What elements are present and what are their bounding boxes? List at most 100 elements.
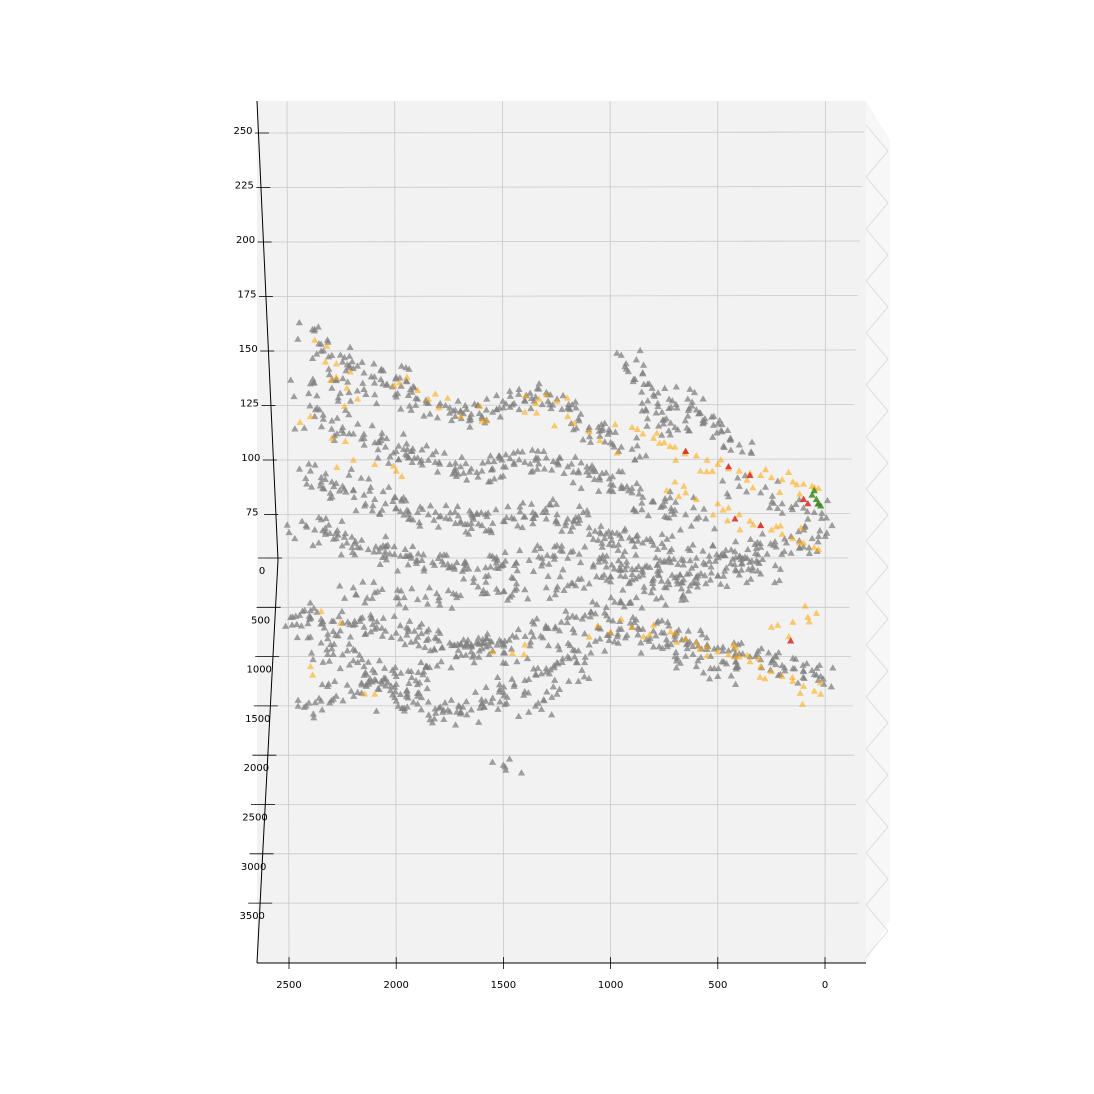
data-point (486, 563, 495, 570)
data-point (705, 675, 714, 682)
data-point (341, 406, 350, 413)
data-point (313, 404, 321, 411)
data-point (418, 461, 426, 468)
data-point (506, 403, 514, 410)
data-point (317, 473, 325, 481)
data-point (564, 582, 572, 589)
data-point (517, 769, 526, 776)
data-point (570, 517, 578, 525)
data-point (346, 397, 355, 404)
data-point (496, 413, 504, 420)
data-point (524, 595, 532, 602)
data-point (431, 458, 439, 465)
data-point (482, 564, 490, 571)
data-point (717, 426, 725, 434)
data-point (322, 470, 330, 477)
data-point (437, 657, 445, 665)
data-point (395, 379, 403, 386)
data-point (639, 493, 647, 500)
data-point (668, 545, 676, 552)
side-grid-line (865, 150, 889, 178)
data-point (686, 569, 694, 576)
data-point (397, 405, 405, 412)
data-point (535, 460, 543, 467)
side-grid-line (865, 410, 889, 438)
data-point (333, 463, 341, 471)
data-point (719, 506, 727, 513)
data-point (431, 390, 439, 397)
data-point (401, 552, 409, 559)
data-point (560, 469, 568, 477)
data-point (451, 412, 459, 419)
data-point (732, 553, 740, 561)
data-point (552, 516, 560, 523)
data-point (711, 557, 720, 564)
data-point (339, 423, 347, 430)
data-point (808, 491, 816, 498)
data-point (714, 500, 722, 507)
data-point (644, 511, 652, 519)
data-point (531, 399, 540, 407)
data-point (638, 566, 646, 573)
data-point (714, 553, 722, 561)
data-point (431, 508, 440, 515)
side-grid-line (865, 852, 889, 880)
data-point (798, 700, 807, 707)
data-point (417, 658, 425, 666)
data-point (433, 662, 441, 669)
data-point (391, 390, 399, 398)
data-point (484, 572, 492, 579)
data-point (576, 558, 585, 566)
data-point (378, 624, 386, 631)
data-point (621, 566, 629, 573)
data-point (732, 665, 740, 672)
data-point (360, 430, 368, 437)
data-point (494, 673, 502, 681)
y-tick-label: 1000 (246, 665, 271, 676)
data-point (640, 583, 648, 590)
data-point (816, 679, 824, 686)
data-point (555, 453, 563, 461)
data-point (665, 622, 673, 629)
data-point (432, 709, 440, 716)
data-point (362, 682, 370, 689)
data-point (343, 647, 351, 654)
data-point (701, 560, 709, 568)
data-point (342, 366, 350, 374)
data-point (460, 559, 468, 567)
data-point (628, 489, 636, 496)
data-point (380, 664, 389, 671)
data-point (761, 483, 770, 490)
data-point (633, 531, 642, 538)
data-point (344, 378, 352, 385)
data-point (788, 673, 797, 680)
data-point (545, 670, 553, 677)
data-point (663, 486, 671, 494)
data-point (324, 630, 332, 637)
x-grid-line (824, 100, 826, 964)
data-point (638, 604, 646, 611)
data-point (602, 530, 610, 537)
data-point (680, 482, 688, 489)
data-point (515, 405, 523, 413)
data-point (530, 620, 538, 627)
data-point (628, 423, 636, 430)
data-point (529, 567, 538, 574)
data-point (657, 577, 666, 584)
z-grid-line (266, 295, 859, 297)
data-point (732, 653, 740, 660)
data-point (542, 515, 550, 522)
data-point (482, 683, 490, 690)
data-point (506, 454, 514, 462)
data-point (324, 634, 332, 642)
data-point (296, 418, 304, 426)
side-grid-line (865, 644, 889, 672)
data-point (558, 405, 566, 412)
data-point (490, 475, 498, 482)
z-tick-label: 250 (233, 126, 252, 137)
data-point (479, 635, 487, 643)
data-point (435, 513, 443, 520)
data-point (349, 656, 357, 664)
data-point (417, 629, 426, 637)
data-point (776, 488, 784, 496)
